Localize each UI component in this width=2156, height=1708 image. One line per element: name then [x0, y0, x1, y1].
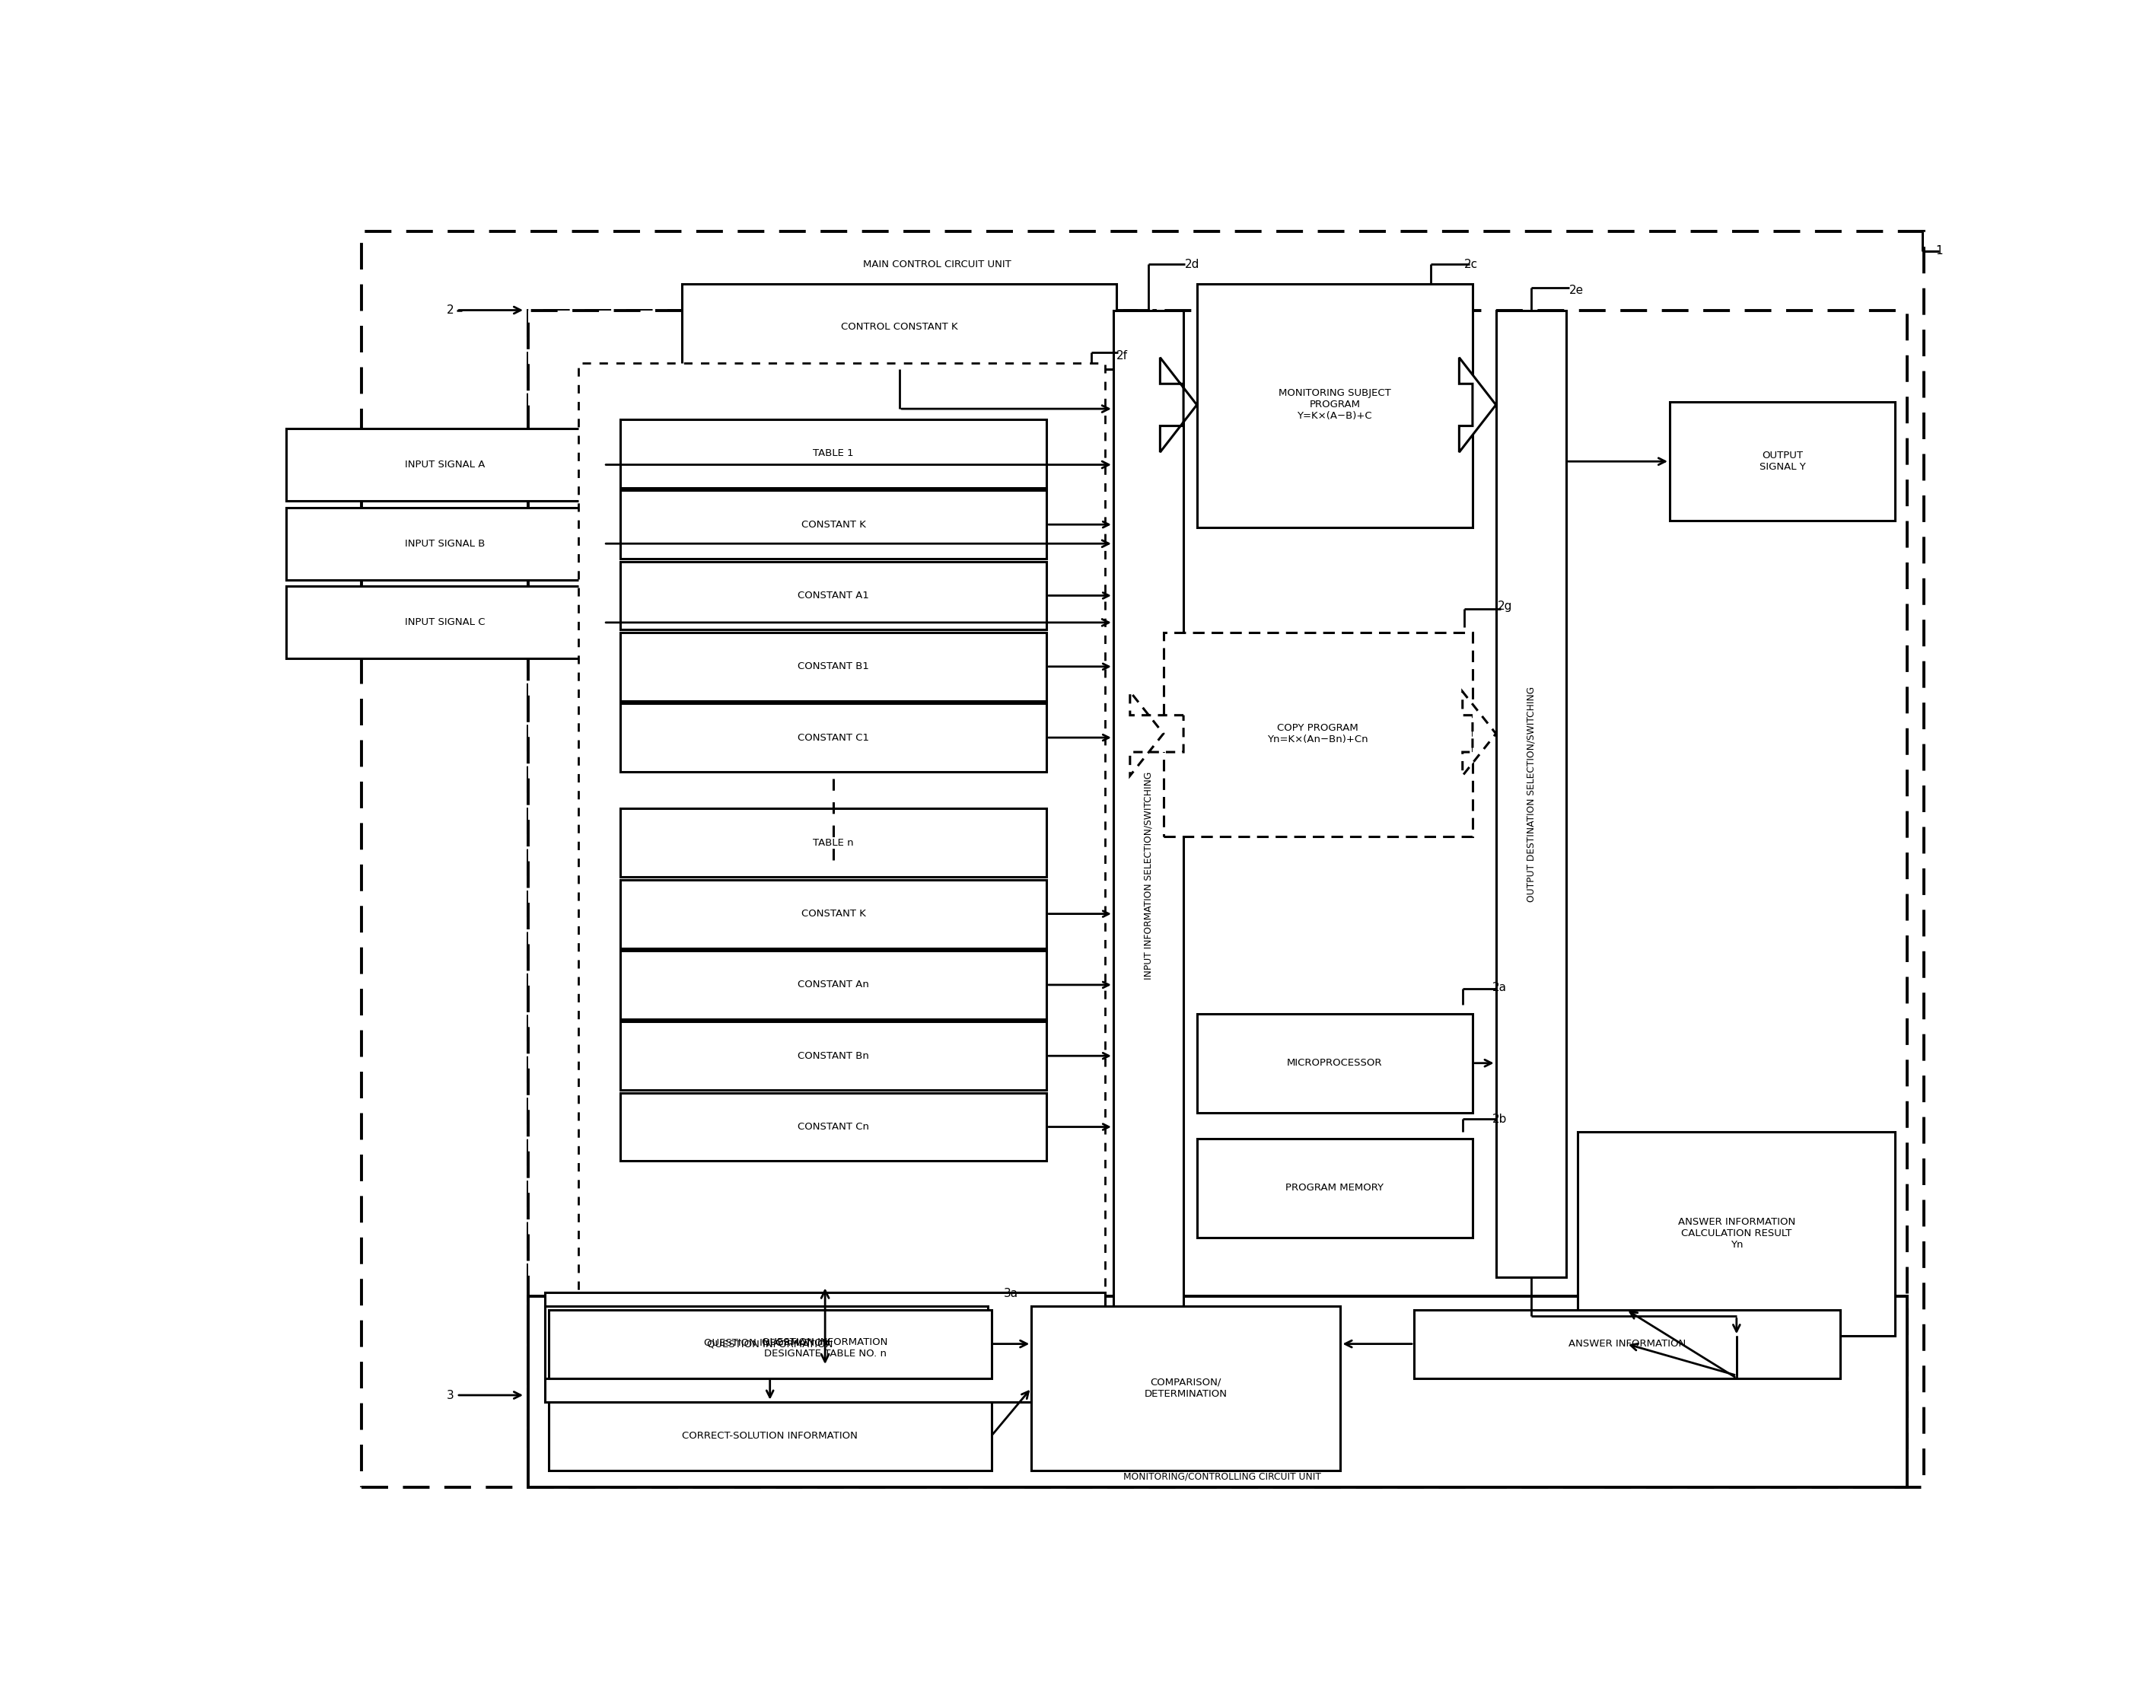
Polygon shape — [1160, 357, 1197, 453]
Text: CONSTANT Cn: CONSTANT Cn — [798, 1122, 869, 1132]
Text: INPUT SIGNAL C: INPUT SIGNAL C — [405, 618, 485, 627]
FancyBboxPatch shape — [287, 507, 604, 579]
Text: CONSTANT Bn: CONSTANT Bn — [798, 1050, 869, 1061]
FancyBboxPatch shape — [621, 704, 1046, 772]
FancyBboxPatch shape — [1578, 1132, 1895, 1336]
FancyBboxPatch shape — [1031, 1305, 1341, 1471]
FancyBboxPatch shape — [1197, 1015, 1473, 1112]
Text: TABLE 1: TABLE 1 — [813, 449, 854, 458]
Text: 2c: 2c — [1464, 258, 1479, 270]
Text: CONSTANT A1: CONSTANT A1 — [798, 591, 869, 601]
FancyBboxPatch shape — [1112, 311, 1184, 1442]
Polygon shape — [1460, 357, 1496, 453]
Text: TABLE n: TABLE n — [813, 839, 854, 847]
Text: MONITORING SUBJECT
PROGRAM
Y=K×(A−B)+C: MONITORING SUBJECT PROGRAM Y=K×(A−B)+C — [1279, 388, 1391, 422]
FancyBboxPatch shape — [287, 586, 604, 659]
Polygon shape — [1462, 692, 1496, 775]
FancyBboxPatch shape — [528, 311, 1156, 1448]
Text: QUESTION INFORMATION
DESIGNATE TABLE NO. n: QUESTION INFORMATION DESIGNATE TABLE NO.… — [763, 1337, 888, 1358]
FancyBboxPatch shape — [548, 1402, 992, 1471]
Text: COMPARISON/
DETERMINATION: COMPARISON/ DETERMINATION — [1145, 1377, 1227, 1399]
FancyBboxPatch shape — [287, 429, 604, 500]
FancyBboxPatch shape — [621, 1021, 1046, 1090]
FancyBboxPatch shape — [578, 362, 1106, 1368]
FancyBboxPatch shape — [621, 1093, 1046, 1161]
FancyBboxPatch shape — [621, 951, 1046, 1020]
Text: 3: 3 — [446, 1390, 453, 1401]
Text: QUESTION INFORMATION: QUESTION INFORMATION — [703, 1337, 830, 1348]
Text: MICROPROCESSOR: MICROPROCESSOR — [1287, 1059, 1382, 1068]
FancyBboxPatch shape — [548, 1310, 992, 1378]
Text: 2a: 2a — [1492, 982, 1507, 992]
Text: 2g: 2g — [1498, 601, 1511, 611]
Text: ANSWER INFORMATION
CALCULATION RESULT
Yn: ANSWER INFORMATION CALCULATION RESULT Yn — [1677, 1218, 1796, 1250]
FancyBboxPatch shape — [621, 808, 1046, 876]
Text: PROGRAM MEMORY: PROGRAM MEMORY — [1285, 1184, 1384, 1192]
FancyBboxPatch shape — [528, 1296, 1908, 1488]
Text: CORRECT-SOLUTION INFORMATION: CORRECT-SOLUTION INFORMATION — [681, 1431, 858, 1442]
Polygon shape — [1130, 692, 1184, 775]
Text: INPUT SIGNAL A: INPUT SIGNAL A — [405, 459, 485, 470]
FancyBboxPatch shape — [1414, 1310, 1841, 1378]
Text: CONSTANT B1: CONSTANT B1 — [798, 661, 869, 671]
Text: 2b: 2b — [1492, 1114, 1507, 1124]
FancyBboxPatch shape — [528, 311, 1908, 1448]
Text: MAIN CONTROL CIRCUIT UNIT: MAIN CONTROL CIRCUIT UNIT — [862, 260, 1011, 270]
Text: QUESTION INFORMATION: QUESTION INFORMATION — [707, 1339, 832, 1349]
Text: 2f: 2f — [1117, 350, 1128, 362]
Text: ANSWER INFORMATION: ANSWER INFORMATION — [1567, 1339, 1686, 1349]
FancyBboxPatch shape — [621, 490, 1046, 559]
Text: MONITORING/CONTROLLING CIRCUIT UNIT: MONITORING/CONTROLLING CIRCUIT UNIT — [1123, 1472, 1322, 1481]
Text: OUTPUT
SIGNAL Y: OUTPUT SIGNAL Y — [1759, 451, 1805, 471]
FancyBboxPatch shape — [621, 420, 1046, 488]
Text: 2: 2 — [446, 304, 453, 316]
Text: 2d: 2d — [1186, 258, 1201, 270]
FancyBboxPatch shape — [621, 632, 1046, 700]
FancyBboxPatch shape — [681, 284, 1117, 369]
FancyBboxPatch shape — [621, 880, 1046, 948]
Text: INPUT INFORMATION SELECTION/SWITCHING: INPUT INFORMATION SELECTION/SWITCHING — [1143, 772, 1153, 980]
FancyBboxPatch shape — [362, 231, 1923, 1488]
Text: CONSTANT C1: CONSTANT C1 — [798, 733, 869, 743]
Text: 1: 1 — [1936, 246, 1943, 256]
FancyBboxPatch shape — [1197, 1139, 1473, 1237]
Text: OUTPUT DESTINATION SELECTION/SWITCHING: OUTPUT DESTINATION SELECTION/SWITCHING — [1526, 687, 1535, 902]
FancyBboxPatch shape — [1669, 403, 1895, 521]
FancyBboxPatch shape — [1496, 311, 1565, 1278]
Text: CONSTANT K: CONSTANT K — [802, 519, 867, 529]
Text: CONTROL CONSTANT K: CONTROL CONSTANT K — [841, 321, 957, 331]
FancyBboxPatch shape — [545, 1293, 1106, 1402]
FancyBboxPatch shape — [621, 562, 1046, 630]
Text: 3a: 3a — [1003, 1288, 1018, 1300]
Text: CONSTANT K: CONSTANT K — [802, 909, 867, 919]
Text: 2e: 2e — [1570, 285, 1585, 295]
Text: INPUT SIGNAL B: INPUT SIGNAL B — [405, 538, 485, 548]
FancyBboxPatch shape — [1197, 284, 1473, 528]
Text: CONSTANT An: CONSTANT An — [798, 980, 869, 991]
FancyBboxPatch shape — [545, 1307, 987, 1378]
FancyBboxPatch shape — [1164, 632, 1473, 837]
Text: COPY PROGRAM
Yn=K×(An−Bn)+Cn: COPY PROGRAM Yn=K×(An−Bn)+Cn — [1268, 722, 1369, 745]
